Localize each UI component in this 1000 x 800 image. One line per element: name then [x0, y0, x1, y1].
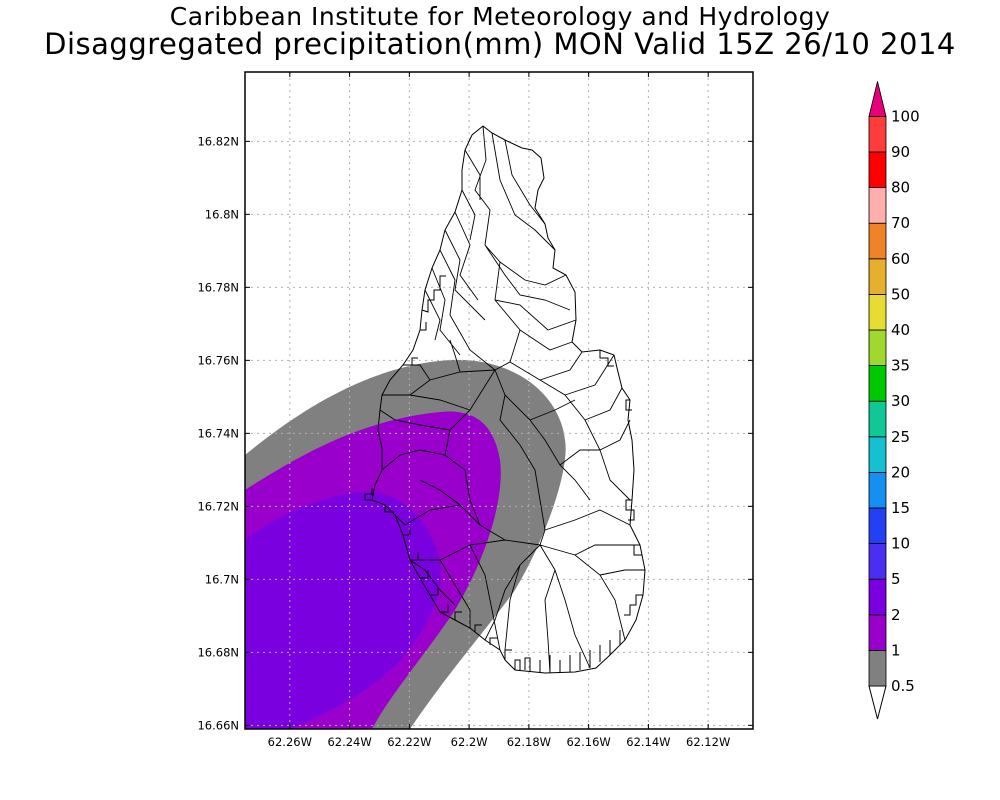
colorbar-swatch	[868, 543, 887, 580]
colorbar-swatch	[868, 614, 887, 651]
y-tick-label: 16.74N	[197, 426, 239, 440]
colorbar-level-label: 1	[891, 641, 901, 659]
chart-subtitle: Disaggregated precipitation(mm) MON Vali…	[44, 27, 956, 61]
graticule	[245, 72, 753, 729]
colorbar-swatch	[868, 151, 887, 188]
watershed-boundaries	[379, 125, 645, 674]
colorbar-level-label: 2	[891, 606, 901, 624]
y-tick-label: 16.8N	[205, 207, 239, 221]
y-tick-label: 16.66N	[197, 718, 239, 732]
x-tick-label: 62.16W	[566, 735, 610, 749]
coastline-south-steps	[474, 624, 621, 673]
colorbar-swatch	[868, 116, 887, 153]
colorbar-swatch	[868, 293, 887, 331]
colorbar-swatch	[868, 222, 887, 260]
colorbar-level-label: 20	[891, 463, 910, 481]
map-plot-area: 62.26W 62.24W 62.22W 62.2W 62.18W 62.16W 62.14…	[197, 71, 754, 749]
y-tick-label: 16.7N	[205, 572, 239, 586]
colorbar-level-label: 40	[891, 321, 910, 339]
x-axis-tick-labels: 62.26W 62.24W 62.22W 62.2W 62.18W 62.16W 62.14…	[268, 735, 731, 749]
colorbar-level-label: 50	[891, 285, 910, 303]
x-tick-label: 62.24W	[327, 735, 371, 749]
colorbar-level-label: 10	[891, 535, 910, 553]
x-tick-label: 62.14W	[626, 735, 670, 749]
colorbar-level-label: 25	[891, 428, 910, 446]
x-tick-label: 62.26W	[268, 735, 312, 749]
y-tick-label: 16.68N	[197, 645, 239, 659]
y-tick-label: 16.82N	[197, 134, 239, 148]
colorbar-level-label: 15	[891, 499, 910, 517]
y-tick-label: 16.72N	[197, 499, 239, 513]
colorbar-level-label: 0.5	[891, 677, 915, 695]
colorbar-swatch	[868, 400, 887, 438]
colorbar-level-label: 100	[891, 107, 920, 125]
colorbar-upper-extension	[868, 81, 887, 117]
colorbar-swatch	[868, 365, 887, 402]
x-tick-label: 62.12W	[686, 735, 730, 749]
colorbar-lower-extension	[868, 685, 887, 720]
axis-ticks	[245, 72, 753, 729]
x-tick-label: 62.18W	[507, 735, 551, 749]
colorbar-swatch	[868, 507, 887, 544]
chart-title: Caribbean Institute for Meteorology and …	[169, 2, 831, 31]
plot-frame	[244, 71, 754, 730]
colorbar-level-label: 5	[891, 570, 901, 588]
y-axis-tick-labels: 16.66N 16.68N 16.7N 16.72N 16.74N 16.76N 16.78…	[197, 134, 239, 732]
colorbar-swatch	[868, 650, 887, 687]
colorbar-swatch	[868, 329, 887, 366]
colorbar-swatch	[868, 578, 887, 616]
colorbar-level-label: 30	[891, 392, 910, 410]
colorbar-level-label: 80	[891, 179, 910, 197]
colorbar-swatch	[868, 187, 887, 224]
precip-region-2-5mm	[245, 491, 441, 729]
colorbar-level-label: 35	[891, 357, 910, 375]
colorbar-swatch	[868, 436, 887, 473]
island-outline	[364, 125, 646, 674]
colorbar-swatch	[868, 471, 887, 509]
coastline-east-steps	[599, 350, 643, 616]
colorbar-swatch	[868, 258, 887, 295]
x-tick-label: 62.22W	[387, 735, 431, 749]
y-tick-label: 16.78N	[197, 280, 239, 294]
x-tick-label: 62.2W	[451, 735, 488, 749]
colorbar-level-label: 90	[891, 143, 910, 161]
colorbar-level-label: 60	[891, 250, 910, 268]
y-tick-label: 16.76N	[197, 353, 239, 367]
colorbar-level-label: 70	[891, 214, 910, 232]
